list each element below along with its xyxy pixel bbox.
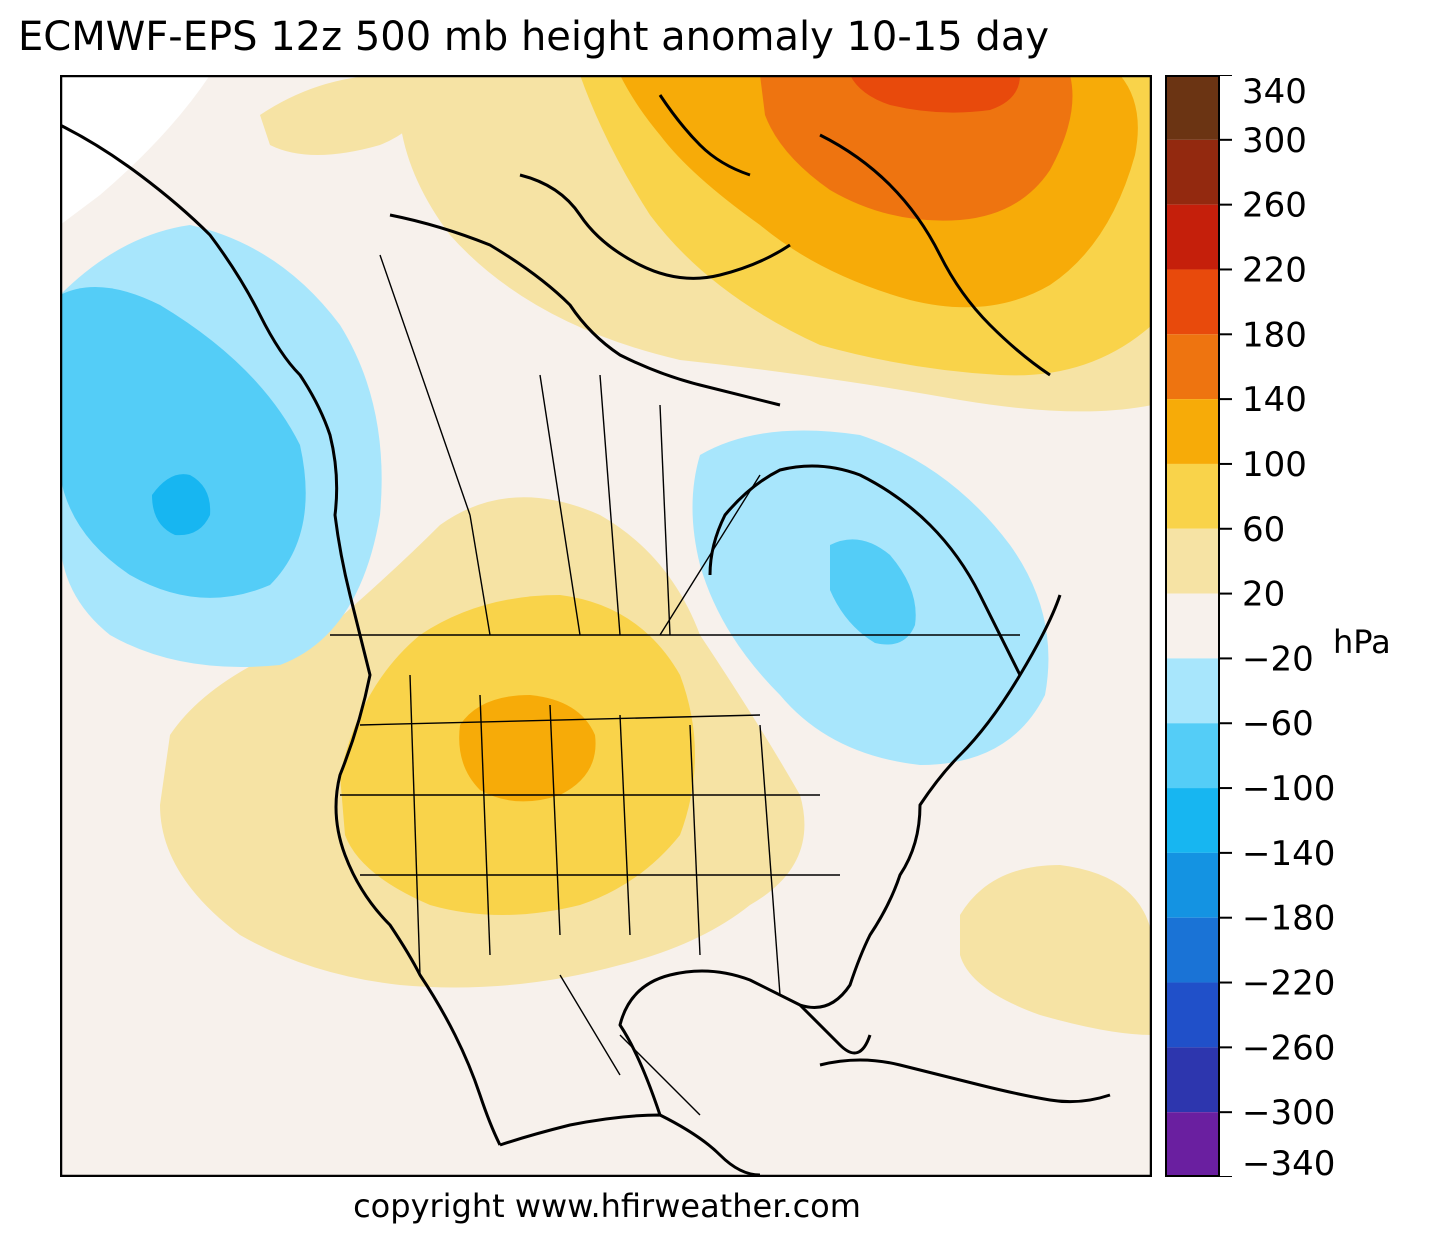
colorbar-tick-label: −60: [1242, 704, 1314, 744]
colorbar-frame: [1165, 75, 1220, 1177]
colorbar-bin: [1165, 399, 1220, 464]
contour-atlantic-20: [960, 865, 1152, 1035]
colorbar-tick-label: −340: [1242, 1144, 1335, 1177]
colorbar-bin: [1165, 75, 1220, 140]
colorbar-unit: hPa: [1333, 623, 1391, 661]
contour-west-100: [459, 695, 596, 802]
copyright-text: copyright www.hfirweather.com: [353, 1187, 861, 1225]
colorbar-tick-label: 340: [1242, 75, 1307, 112]
colorbar-tick-label: 220: [1242, 250, 1307, 290]
colorbar-bin: [1165, 723, 1220, 789]
colorbar-bin: [1165, 1112, 1220, 1177]
colorbar-ticks: 340 300 260 220 180 140 100 60 20 −20 −60 −100 −140 −…: [1220, 75, 1335, 1177]
contour-greenland-140: [760, 75, 1073, 221]
contour-greenland-180: [850, 75, 1020, 113]
colorbar-tick-label: 20: [1242, 575, 1285, 615]
contour-arctic-20: [260, 75, 440, 155]
state-province-borders: [330, 254, 1020, 1116]
colorbar-tick-label: 100: [1242, 445, 1307, 485]
outside-domain: [60, 75, 210, 225]
map-frame: [60, 75, 1152, 1177]
colorbar-tick-label: −220: [1242, 964, 1335, 1004]
colorbar-tick-label: −180: [1242, 899, 1335, 939]
colorbar-bin: [1165, 139, 1220, 205]
colorbar: [1165, 75, 1220, 1177]
colorbar-tick-label: −300: [1242, 1093, 1335, 1133]
chart-title: ECMWF-EPS 12z 500 mb height anomaly 10-1…: [18, 14, 1049, 60]
colorbar-tick-label: −20: [1242, 639, 1314, 679]
colorbar-tick-label: −260: [1242, 1028, 1335, 1068]
colorbar-tick-label: 260: [1242, 186, 1307, 226]
colorbar-tick-label: 300: [1242, 121, 1307, 161]
colorbar-bin: [1165, 788, 1220, 853]
colorbar-bin: [1165, 852, 1220, 918]
colorbar-bin: [1165, 1047, 1220, 1113]
colorbar-bin: [1165, 463, 1220, 529]
colorbar-bin: [1165, 334, 1220, 400]
colorbar-tick-label: 140: [1242, 380, 1307, 420]
colorbar-bin: [1165, 528, 1220, 594]
colorbar-tick-label: −100: [1242, 769, 1335, 809]
anomaly-map: [60, 75, 1152, 1177]
colorbar-bin: [1165, 982, 1220, 1048]
coastlines: [60, 94, 1111, 1177]
colorbar-bin: [1165, 917, 1220, 983]
colorbar-tick-label: 180: [1242, 315, 1307, 355]
colorbar-bin: [1165, 269, 1220, 335]
colorbar-bin: [1165, 204, 1220, 270]
colorbar-tick-label: −140: [1242, 834, 1335, 874]
colorbar-bin: [1165, 593, 1220, 659]
colorbar-bin: [1165, 658, 1220, 724]
contour-gulf-alaska-neg100: [152, 474, 211, 536]
contour-gulf-alaska-neg60: [60, 287, 306, 598]
contour-quebec-neg60: [830, 539, 916, 645]
colorbar-tick-label: 60: [1242, 510, 1285, 550]
